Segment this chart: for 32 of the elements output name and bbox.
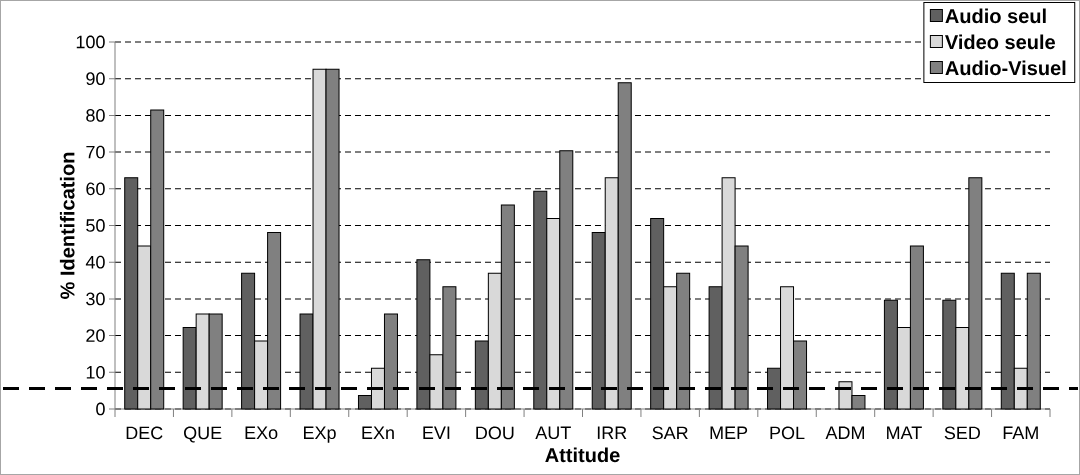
x-tick-label: SAR: [652, 426, 688, 440]
x-tick-label: POL: [770, 426, 805, 440]
x-tick-label: DEC: [126, 426, 163, 440]
x-tick-label: EXo: [245, 426, 278, 440]
y-tick-label: 60: [86, 182, 105, 196]
y-tick-label: 30: [86, 292, 105, 306]
x-tick-label: IRR: [597, 426, 627, 439]
legend-label: Audio seul: [945, 8, 1046, 24]
x-tick-label: MEP: [710, 426, 748, 439]
legend-label: Audio-Visuel: [945, 60, 1066, 76]
x-tick-label: EXn: [362, 426, 394, 439]
y-tick-label: 80: [86, 109, 105, 122]
x-tick-label: EXp: [304, 426, 336, 443]
x-tick-label: SED: [944, 426, 980, 440]
x-tick-label: DOU: [476, 426, 514, 440]
x-tick-label: AUT: [535, 426, 571, 440]
legend-label: Video seule: [945, 34, 1055, 50]
y-tick-label: 0: [96, 402, 105, 416]
x-tick-label: MAT: [887, 426, 922, 439]
y-tick-label: 90: [86, 72, 105, 86]
x-tick-label: FAM: [1003, 426, 1038, 439]
y-axis-title: % Identification: [59, 152, 75, 299]
x-tick-label: QUE: [184, 426, 222, 443]
y-tick-label: 70: [86, 145, 105, 159]
y-tick-label: 100: [76, 35, 105, 49]
x-tick-label: EVI: [423, 426, 450, 439]
y-tick-label: 40: [85, 255, 105, 269]
y-tick-label: 50: [86, 219, 105, 232]
x-axis-title: Attitude: [545, 447, 620, 463]
y-tick-label: 20: [86, 329, 105, 342]
y-tick-label: 10: [86, 365, 105, 379]
x-tick-label: ADM: [825, 426, 864, 439]
